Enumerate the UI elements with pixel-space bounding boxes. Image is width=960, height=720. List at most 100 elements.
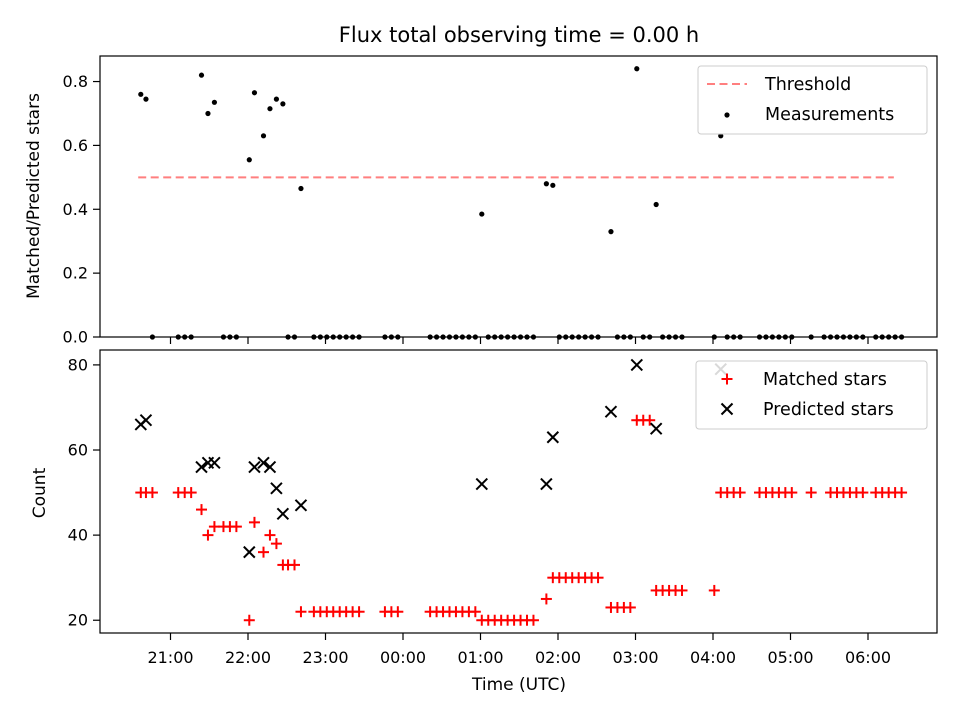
- xtick-label: 02:00: [535, 648, 581, 667]
- xtick-label: 23:00: [302, 648, 348, 667]
- xtick-label: 21:00: [147, 648, 193, 667]
- predicted-star-point: [294, 499, 308, 512]
- predicted-star-point: [630, 358, 643, 372]
- matched-star-point: [592, 572, 604, 584]
- predicted-star-point: [257, 456, 270, 469]
- predicted-star-point: [208, 456, 221, 469]
- matched-star-point: [708, 584, 720, 596]
- xtick-label: 01:00: [457, 648, 503, 667]
- bottom-ytick-label: 40: [68, 526, 88, 545]
- matched-star-point: [196, 504, 207, 516]
- measurement-point: [143, 96, 149, 102]
- matched-star-point: [805, 487, 817, 499]
- bottom-y-axis-label: Count: [30, 467, 50, 518]
- measurement-point: [211, 99, 218, 105]
- predicted-star-point: [604, 405, 618, 418]
- predicted-star-point: [540, 477, 553, 491]
- top-ytick-label: 0.6: [63, 136, 88, 155]
- top-ytick-label: 0.0: [63, 328, 88, 347]
- matched-star-point: [676, 584, 688, 596]
- legend-measurements-swatch: [724, 112, 730, 118]
- matched-star-point: [734, 487, 746, 499]
- matched-star-point: [230, 521, 242, 533]
- top-y-axis-label: Matched/Predicted stars: [24, 93, 44, 299]
- top-chart-title: Flux total observing time = 0.00 h: [339, 23, 699, 47]
- matched-star-point: [295, 606, 307, 618]
- matched-star-point: [527, 614, 539, 626]
- top-ytick-label: 0.2: [63, 264, 88, 283]
- top-legend: Threshold Measurements: [697, 65, 928, 135]
- matched-star-point: [202, 529, 214, 541]
- xtick-label: 22:00: [225, 648, 271, 667]
- x-axis-label: Time (UTC): [471, 675, 566, 695]
- matched-star-point: [469, 606, 481, 618]
- predicted-star-point: [475, 477, 488, 491]
- legend-predicted-label: Predicted stars: [763, 400, 894, 420]
- measurement-point: [550, 182, 556, 188]
- measurement-point: [634, 66, 640, 72]
- measurement-points: [138, 66, 905, 340]
- measurement-point: [298, 185, 304, 192]
- predicted-star-point: [139, 414, 153, 427]
- legend-measurements-label: Measurements: [765, 105, 894, 125]
- top-ytick-label: 0.8: [63, 72, 88, 91]
- top-ytick-label: 0.4: [63, 200, 88, 219]
- bottom-legend: Matched stars Predicted stars: [695, 360, 928, 430]
- matched-star-point: [857, 487, 869, 499]
- measurement-point: [543, 181, 549, 187]
- bottom-plot-frame: [99, 349, 938, 634]
- measurement-point: [205, 110, 211, 117]
- measurement-point: [653, 201, 659, 208]
- xtick-label: 06:00: [845, 648, 891, 667]
- predicted-star-point: [546, 431, 560, 444]
- bottom-panel: Count Time (UTC) 20 40 60 80 21:00 22:00 23:0…: [30, 349, 938, 695]
- matched-star-point: [540, 593, 552, 605]
- matched-star-point: [146, 487, 158, 499]
- measurement-point: [267, 106, 273, 112]
- matched-star-point: [896, 487, 908, 499]
- measurement-point: [718, 133, 724, 139]
- matched-star-point: [353, 606, 365, 618]
- bottom-ytick-label: 60: [68, 441, 88, 460]
- measurement-point: [280, 101, 286, 107]
- matched-star-point: [264, 529, 276, 541]
- measurement-point: [251, 90, 258, 96]
- top-y-ticks: 0.0 0.2 0.4 0.6 0.8: [63, 72, 100, 347]
- matched-star-point: [624, 601, 636, 613]
- bottom-ytick-label: 20: [68, 611, 88, 630]
- predicted-star-point: [263, 460, 277, 474]
- matched-star-point: [243, 614, 255, 626]
- predicted-star-point: [195, 460, 208, 474]
- matched-star-point: [289, 559, 300, 571]
- matched-star-point: [644, 414, 656, 426]
- matched-star-point: [270, 538, 282, 550]
- xtick-label: 04:00: [690, 648, 736, 667]
- measurement-point: [479, 211, 485, 217]
- xtick-label: 03:00: [612, 648, 658, 667]
- predicted-star-point: [248, 460, 261, 474]
- bottom-x-ticks: 21:00 22:00 23:00 00:00 01:00 02:00 03:00 04:00…: [147, 633, 891, 667]
- bottom-legend-box: [695, 360, 928, 430]
- legend-matched-label: Matched stars: [763, 370, 887, 390]
- measurement-point: [198, 72, 205, 78]
- legend-x-marker: [720, 402, 734, 416]
- matched-star-point: [392, 606, 404, 618]
- measurement-point: [273, 96, 280, 102]
- bottom-y-ticks: 20 40 60 80: [68, 355, 100, 630]
- predicted-star-point: [243, 545, 256, 559]
- legend-predicted-swatch: [720, 402, 734, 416]
- top-legend-box: [697, 65, 928, 135]
- top-plot-frame: [99, 55, 938, 338]
- predicted-star-point: [649, 422, 663, 435]
- measurement-point: [246, 157, 252, 163]
- top-panel: Flux total observing time = 0.00 h Match…: [24, 23, 938, 347]
- predicted-star-point: [276, 507, 290, 521]
- bottom-ytick-label: 80: [68, 355, 88, 374]
- predicted-star-point: [270, 482, 283, 495]
- xtick-label: 05:00: [767, 648, 813, 667]
- count-points: [134, 358, 908, 626]
- measurement-point: [260, 133, 267, 139]
- xtick-label: 00:00: [380, 648, 426, 667]
- measurement-point: [138, 91, 144, 97]
- matched-star-point: [258, 546, 269, 558]
